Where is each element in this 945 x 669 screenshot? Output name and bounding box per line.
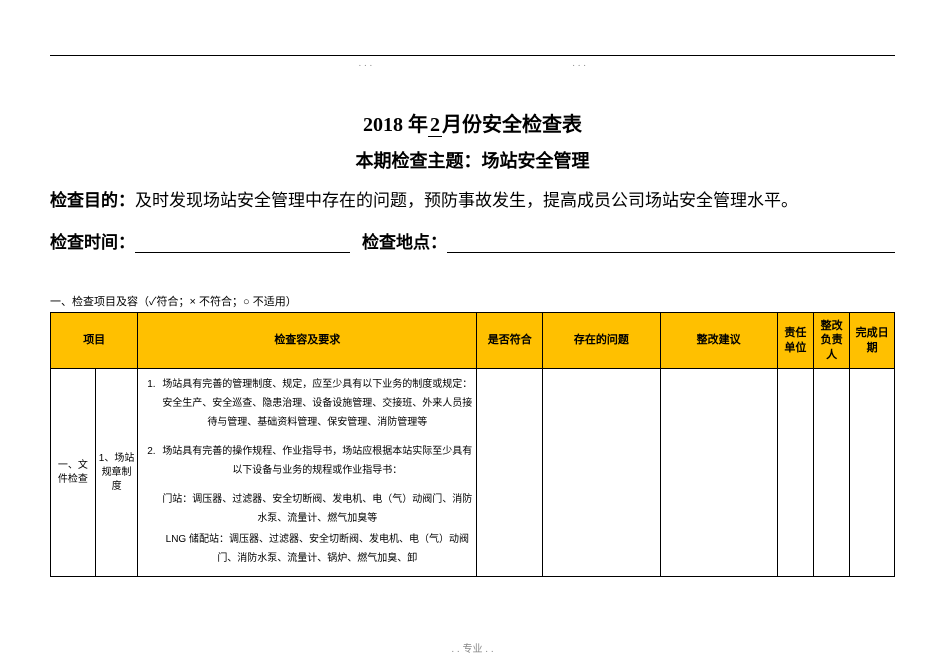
document-page: . . . . . . 2018 年2月份安全检查表 本期检查主题：场站安全管理… — [0, 0, 945, 577]
req-text-1: 场站具有完善的管理制度、规定，应至少具有以下业务的制度或规定：安全生产、安全巡查… — [161, 375, 473, 432]
checklist-table: 项目 检查容及要求 是否符合 存在的问题 整改建议 责任单位 整改负责人 完成日… — [50, 312, 895, 577]
purpose-label: 检查目的： — [50, 191, 135, 210]
th-issue: 存在的问题 — [543, 313, 660, 369]
location-label: 检查地点： — [362, 228, 447, 253]
purpose-text: 及时发现场站安全管理中存在的问题，预防事故发生，提高成员公司场站安全管理水平。 — [135, 191, 798, 210]
req-text-2: 场站具有完善的操作规程、作业指导书，场站应根据本站实际至少具有以下设备与业务的规… — [161, 442, 473, 480]
cell-requirement: 1. 场站具有完善的管理制度、规定，应至少具有以下业务的制度或规定：安全生产、安… — [138, 369, 477, 577]
cell-date[interactable] — [850, 369, 895, 577]
th-requirement: 检查容及要求 — [138, 313, 477, 369]
th-conform: 是否符合 — [477, 313, 543, 369]
req-num-2: 2. — [141, 442, 161, 480]
footer-right-dots: . . — [485, 644, 493, 655]
time-blank[interactable] — [135, 231, 350, 253]
time-location-line: 检查时间： 检查地点： — [50, 228, 895, 253]
req-subitem-2: LNG 储配站：调压器、过滤器、安全切断阀、发电机、电（气）动阀门、消防水泵、流… — [141, 530, 473, 568]
section-heading: 一、检查项目及容（✓符合；× 不符合；○ 不适用） — [50, 293, 895, 309]
document-subtitle: 本期检查主题：场站安全管理 — [50, 147, 895, 173]
th-project: 项目 — [51, 313, 138, 369]
cell-owner[interactable] — [813, 369, 849, 577]
cell-issue[interactable] — [543, 369, 660, 577]
cell-suggestion[interactable] — [660, 369, 777, 577]
cell-project: 一、文件检查 — [51, 369, 96, 577]
req-item-1: 1. 场站具有完善的管理制度、规定，应至少具有以下业务的制度或规定：安全生产、安… — [141, 375, 473, 432]
title-month: 2 — [428, 114, 442, 137]
cell-sub: 1、场站规章制度 — [95, 369, 138, 577]
subtitle-topic: 场站安全管理 — [482, 151, 590, 171]
cell-conform[interactable] — [477, 369, 543, 577]
purpose-line: 检查目的：及时发现场站安全管理中存在的问题，预防事故发生，提高成员公司场站安全管… — [50, 187, 895, 214]
th-suggestion: 整改建议 — [660, 313, 777, 369]
cell-unit[interactable] — [777, 369, 813, 577]
location-blank[interactable] — [447, 231, 895, 253]
top-horizontal-rule — [50, 55, 895, 56]
table-row: 一、文件检查 1、场站规章制度 1. 场站具有完善的管理制度、规定，应至少具有以… — [51, 369, 895, 577]
req-num-1: 1. — [141, 375, 161, 432]
footer-center: 专业 — [463, 644, 483, 655]
top-dotted-row: . . . . . . — [50, 58, 895, 68]
table-header-row: 项目 检查容及要求 是否符合 存在的问题 整改建议 责任单位 整改负责人 完成日… — [51, 313, 895, 369]
top-dots-left: . . . — [359, 58, 373, 68]
th-owner: 整改负责人 — [813, 313, 849, 369]
title-prefix: 2018 年 — [363, 114, 428, 136]
subtitle-label: 本期检查主题： — [356, 151, 482, 171]
req-subitem-1: 门站：调压器、过滤器、安全切断阀、发电机、电（气）动阀门、消防水泵、流量计、燃气… — [141, 490, 473, 528]
req-item-2: 2. 场站具有完善的操作规程、作业指导书，场站应根据本站实际至少具有以下设备与业… — [141, 442, 473, 480]
th-unit: 责任单位 — [777, 313, 813, 369]
footer-left-dots: . . — [451, 644, 459, 655]
top-dots-right: . . . — [573, 58, 587, 68]
page-footer: . . 专业 . . — [0, 640, 945, 655]
document-title: 2018 年2月份安全检查表 — [50, 108, 895, 137]
time-label: 检查时间： — [50, 228, 135, 253]
th-date: 完成日期 — [850, 313, 895, 369]
title-suffix: 月份安全检查表 — [442, 114, 582, 136]
